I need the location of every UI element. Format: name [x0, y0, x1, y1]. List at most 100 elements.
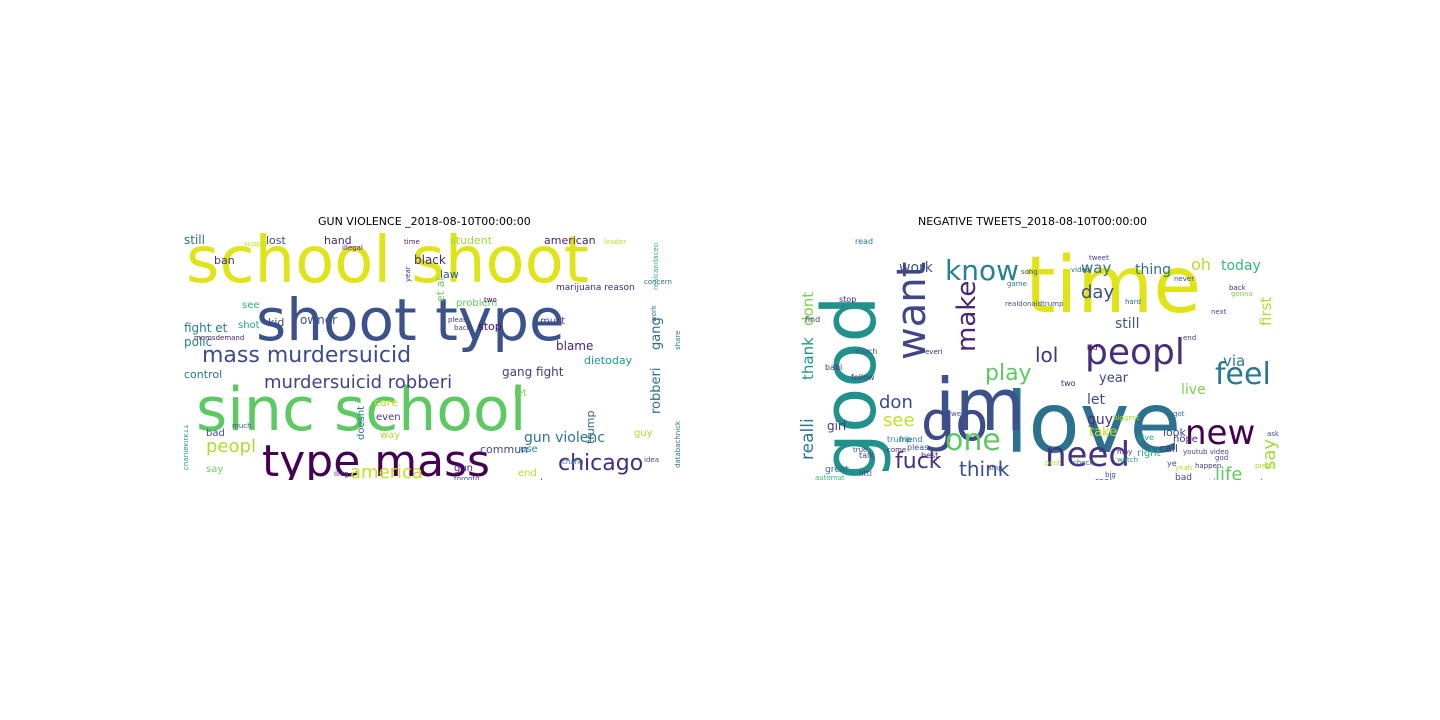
cloud-word: live [1181, 382, 1206, 398]
cloud-word: game [1007, 280, 1027, 288]
cloud-word: time [404, 238, 420, 246]
cloud-word: year [1099, 371, 1129, 386]
cloud-word: gang fight [502, 365, 564, 379]
cloud-word: go [921, 390, 988, 453]
cloud-word: concern [644, 278, 672, 286]
cloud-word: america [350, 462, 423, 480]
cloud-word: come [887, 446, 906, 454]
cloud-word: way [1081, 259, 1111, 277]
cloud-word: black [414, 253, 446, 267]
cloud-word: tweet [1089, 254, 1109, 262]
cloud-word: best [921, 451, 938, 460]
cloud-word: realli [798, 418, 818, 460]
cloud-word: say [1259, 439, 1280, 470]
cloud-word: kid [268, 316, 284, 329]
cloud-word: stop [478, 320, 502, 333]
cloud-word: dietoday [584, 354, 633, 367]
cloud-word: find [805, 315, 820, 324]
cloud-word: chang [562, 458, 583, 466]
cloud-word: work [899, 260, 934, 276]
cloud-word: american [544, 234, 596, 247]
cloud-word: post [1045, 459, 1060, 467]
cloud-word: life [1215, 464, 1242, 480]
cloud-word: don [879, 392, 913, 413]
cloud-word: ye [1167, 459, 1177, 468]
cloud-word: owner [300, 313, 337, 327]
cloud-word: great [825, 465, 849, 475]
cloud-word: yeah [1175, 464, 1192, 472]
cloud-word: fuck [895, 449, 942, 474]
cloud-word: automat [815, 474, 845, 480]
cloud-word: fight et [184, 321, 228, 335]
cloud-word: bad [206, 428, 225, 439]
cloud-word: shoot type [256, 286, 565, 354]
cloud-word: guy [1087, 412, 1113, 428]
cloud-word: gang [649, 317, 664, 350]
cloud-word: new [1185, 413, 1255, 453]
cloud-word: say [206, 464, 223, 475]
word-cloud-gun-violence: school shoot shoot type sinc school type ma… [184, 230, 684, 480]
cloud-word: thank [799, 337, 817, 380]
cloud-word: give [1137, 433, 1154, 442]
cloud-word: may [1117, 448, 1132, 456]
cloud-word: oh [1191, 255, 1211, 274]
cloud-word: see [883, 410, 915, 431]
cloud-word: first [1257, 297, 1275, 326]
cloud-word: problem [456, 298, 497, 309]
cloud-word: thing [1135, 262, 1171, 278]
cloud-word: way [380, 430, 400, 441]
cloud-word: need [1045, 435, 1130, 475]
cloud-word: chicago [558, 451, 643, 476]
cloud-word: hard [1125, 298, 1141, 306]
cloud-word: blame [556, 339, 593, 353]
cloud-word: see [242, 300, 260, 311]
cloud-word: feel [1215, 357, 1271, 392]
cloud-word: much [855, 347, 877, 356]
cloud-word: check [1073, 459, 1094, 467]
cloud-word: use [520, 444, 538, 455]
cloud-word: gun [454, 463, 473, 474]
cloud-word: hope [1173, 434, 1198, 445]
cloud-word: babi [825, 363, 842, 372]
cloud-word: ban [214, 254, 235, 267]
cloud-word: lost [266, 234, 287, 247]
cloud-word: hand [324, 234, 352, 247]
cloud-word: law [440, 268, 459, 281]
cloud-word: pleas [907, 443, 928, 452]
cloud-word: trump [887, 435, 911, 444]
cloud-word: end [518, 468, 537, 479]
cloud-word: let [1087, 392, 1106, 408]
cloud-word: video [1071, 266, 1090, 274]
cloud-word: gonna [1231, 290, 1253, 298]
cloud-word: know [945, 254, 1019, 287]
panel-title-gun-violence: GUN VIOLENCE _2018-08-10T00:00:00 [318, 215, 531, 228]
cloud-word: amp [987, 464, 1003, 472]
cloud-word: must [540, 316, 565, 327]
cloud-word: end [1183, 334, 1196, 342]
cloud-word: realcandaceo [652, 243, 660, 290]
cloud-word: stop [839, 295, 856, 304]
cloud-word: big [1105, 471, 1116, 479]
cloud-word: dont [799, 292, 817, 326]
cloud-word: share [674, 331, 682, 350]
cloud-word: robberi [649, 368, 664, 414]
cloud-word: momsdemand [194, 334, 244, 342]
cloud-word: im [935, 363, 1025, 447]
cloud-word: think [959, 457, 1010, 480]
cloud-word: shot [238, 320, 260, 331]
cloud-word: marijuana reason [556, 283, 635, 293]
cloud-word: read [855, 237, 873, 246]
cloud-word: god [1215, 454, 1228, 462]
cloud-word: real [1095, 477, 1112, 480]
cloud-word: sinc school [196, 375, 526, 445]
cloud-word: take [1089, 425, 1117, 440]
cloud-word: year [404, 266, 412, 282]
cloud-word: commun [480, 443, 528, 456]
cloud-word: next [1211, 308, 1227, 316]
cloud-word: littl [859, 469, 872, 478]
cloud-word: back [454, 324, 472, 332]
cloud-word: need [518, 478, 543, 480]
panel-title-negative-tweets: NEGATIVE TWEETS_2018-08-10T00:00:00 [918, 215, 1148, 228]
